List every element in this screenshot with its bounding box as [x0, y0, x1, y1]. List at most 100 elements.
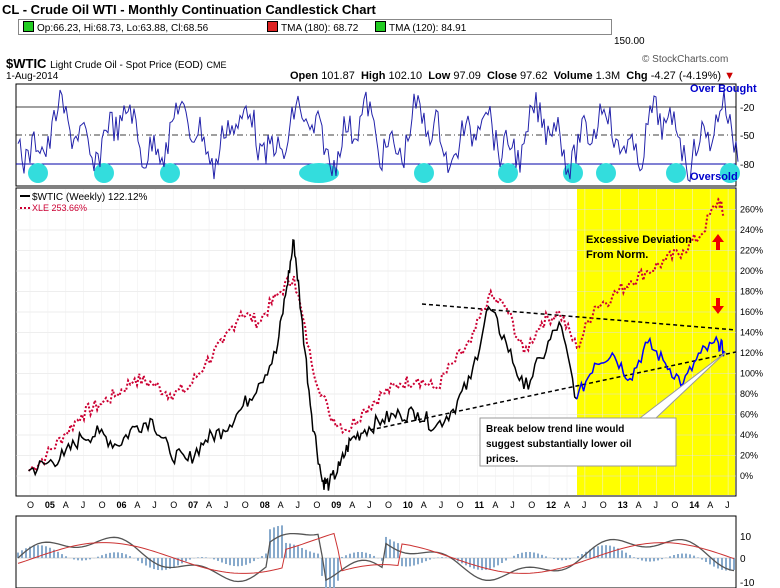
- macd-bar: [409, 558, 411, 567]
- macd-bar: [185, 558, 187, 562]
- y-tick-label: 260%: [740, 205, 763, 215]
- macd-bar: [477, 558, 479, 570]
- macd-bar: [429, 558, 431, 560]
- oversold-label: Oversold: [690, 171, 738, 183]
- x-tick-label: A: [707, 500, 713, 510]
- macd-bar: [589, 549, 591, 558]
- y-axis: 0% 20% 40% 60% 80% 100% 120% 140% 160% 180% 200% 22…: [740, 205, 763, 482]
- macd-bar: [261, 556, 263, 558]
- callout-pointer: [638, 351, 727, 419]
- x-tick-label: A: [63, 500, 69, 510]
- macd-bar: [281, 525, 283, 558]
- x-tick-label: 11: [475, 500, 485, 510]
- macd-bar: [289, 543, 291, 558]
- macd-bar: [497, 558, 499, 566]
- macd-bar: [53, 549, 55, 558]
- macd-bar: [481, 558, 483, 571]
- macd-label-neg10: -10: [740, 578, 755, 588]
- macd-bar: [365, 552, 367, 558]
- macd-bar: [105, 553, 107, 558]
- macd-bar: [125, 554, 127, 558]
- macd-bar: [629, 555, 631, 558]
- macd-bar: [137, 558, 139, 561]
- x-tick-label: O: [170, 500, 177, 510]
- macd-bar: [321, 558, 323, 576]
- upper-trend-line: [421, 303, 737, 331]
- osc-label-50: -50: [740, 131, 755, 142]
- x-tick-label: J: [224, 500, 229, 510]
- macd-bar: [493, 558, 495, 568]
- y-tick-label: 220%: [740, 246, 763, 256]
- red-square-icon: [267, 21, 278, 32]
- y-tick-label: 20%: [740, 451, 758, 461]
- symbol-line: $WTIC Light Crude Oil - Spot Price (EOD)…: [6, 56, 227, 71]
- macd-bar: [277, 526, 279, 558]
- macd-line: [17, 532, 735, 583]
- x-tick-label: J: [439, 500, 444, 510]
- macd-bar: [129, 556, 131, 558]
- macd-bar: [417, 558, 419, 565]
- macd-bar: [585, 551, 587, 558]
- macd-bar: [673, 554, 675, 558]
- macd-bar: [653, 558, 655, 562]
- tma120-legend: TMA (120): 84.91: [375, 21, 466, 34]
- up-arrow-icon: [712, 234, 724, 250]
- macd-bar: [89, 558, 91, 560]
- macd-bar: [553, 558, 555, 560]
- macd-bar: [529, 551, 531, 558]
- oversold-marker: [720, 163, 740, 183]
- x-tick-label: A: [278, 500, 284, 510]
- macd-bar: [597, 546, 599, 558]
- macd-bar: [541, 554, 543, 558]
- wtic-series-line: [28, 238, 578, 491]
- x-tick-label: J: [654, 500, 659, 510]
- macd-bar: [189, 558, 191, 560]
- macd-bar: [669, 556, 671, 558]
- xle-legend: XLE 253.66%: [32, 203, 87, 213]
- macd-bar: [249, 558, 251, 564]
- wtic-legend: $WTIC (Weekly) 122.12%: [32, 192, 148, 203]
- macd-bar: [297, 546, 299, 558]
- oversold-marker: [596, 163, 616, 183]
- macd-bar: [537, 553, 539, 558]
- macd-bar: [273, 527, 275, 558]
- macd-bar: [533, 552, 535, 558]
- macd-bar: [441, 557, 443, 558]
- y-tick-label: 240%: [740, 225, 763, 235]
- x-tick-label: O: [99, 500, 106, 510]
- x-tick-label: A: [349, 500, 355, 510]
- macd-bar: [625, 552, 627, 558]
- macd-bar: [145, 558, 147, 566]
- macd-bar: [17, 552, 19, 558]
- macd-bar: [337, 558, 339, 581]
- macd-bar: [657, 558, 659, 561]
- x-tick-label: 05: [45, 500, 55, 510]
- macd-bar: [401, 558, 403, 567]
- macd-bar: [677, 554, 679, 558]
- y-tick-label: 120%: [740, 348, 763, 358]
- macd-bar: [65, 556, 67, 558]
- down-arrow-icon: ▼: [724, 70, 735, 82]
- macd-bar: [329, 558, 331, 588]
- macd-bar: [577, 556, 579, 558]
- oversold-marker: [498, 163, 518, 183]
- x-tick-label: 13: [618, 500, 628, 510]
- macd-bar: [613, 546, 615, 558]
- macd-bar: [357, 551, 359, 558]
- y-tick-label: 80%: [740, 389, 758, 399]
- macd-bar: [641, 558, 643, 561]
- y-tick-label: 100%: [740, 369, 763, 379]
- exchange: CME: [206, 60, 227, 70]
- quote-bar: Open 101.87 High 102.10 Low 97.09 Close …: [290, 70, 735, 82]
- chart-title: CL - Crude Oil WTI - Monthly Continuatio…: [2, 2, 376, 17]
- macd-bar: [581, 553, 583, 558]
- x-tick-label: 12: [546, 500, 556, 510]
- macd-bar: [57, 551, 59, 558]
- x-tick-label: A: [492, 500, 498, 510]
- macd-bar: [161, 558, 163, 571]
- macd-bar: [733, 558, 735, 570]
- macd-bar: [697, 557, 699, 558]
- macd-bar: [725, 558, 727, 571]
- macd-bar: [317, 553, 319, 558]
